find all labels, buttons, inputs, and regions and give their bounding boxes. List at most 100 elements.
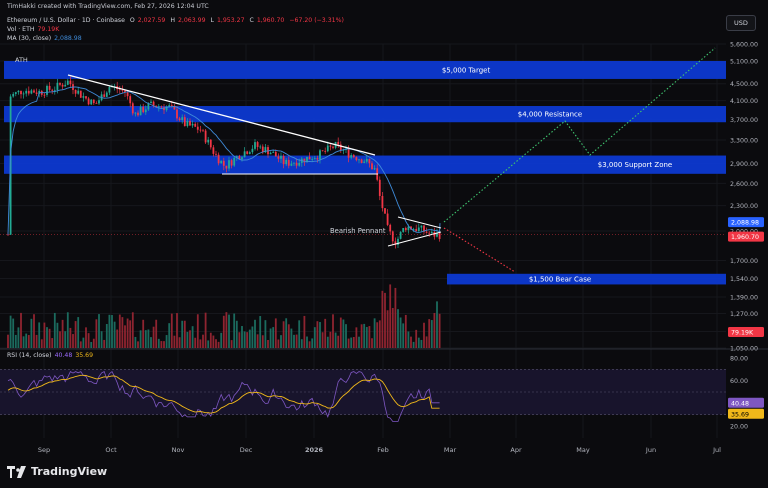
volume-bar [415,329,418,348]
candle-body [134,112,137,114]
volume-bar [287,324,290,348]
pennant-label: Bearish Pennant [330,227,386,235]
volume-bar [324,318,327,348]
price-badge [728,217,764,228]
candle-body [92,99,95,104]
candle-body [360,159,363,163]
rsi-ma-line [7,374,440,414]
candle-body [95,103,98,104]
volume-bar [350,337,353,348]
volume-bar [157,338,160,348]
volume-bar [38,322,41,348]
price-axis: 5,600.00 5,100.00 4,500.00 4,100.00 3,700.00… [728,42,764,431]
candle-body [157,106,160,108]
candle-body [316,158,319,160]
volume-bar [373,318,376,348]
zones [4,60,726,285]
candle-body [277,156,280,159]
candle-body [423,225,425,232]
volume-bar [204,312,207,348]
candle-body [176,109,178,119]
volume-bar [56,322,59,348]
candle-body [311,159,314,160]
candle-body [137,112,139,116]
volume-bar [342,319,345,348]
volume-bar [113,321,116,348]
volume-bar [111,315,113,348]
price-badge [728,231,764,242]
price-tick-label: 1,700.00 [730,258,758,265]
ma-row[interactable]: MA (30, close) 2,088.98 [7,35,82,42]
candle-body [285,159,288,165]
price-tick-label: 4,500.00 [730,81,758,88]
volume-bar [209,332,212,348]
zone-label: $3,000 Support Zone [598,161,672,169]
candle-body [142,106,145,113]
volume-bar [423,322,425,348]
volume-bar [363,323,366,348]
candle-body [165,106,168,111]
price-badge-label: 1,960.70 [731,234,759,241]
candle-body [53,89,56,91]
volume-bar [178,337,181,348]
candle-body [204,130,207,143]
volume-bar [7,334,9,348]
price-tick-label: 1,270.00 [730,311,758,318]
candle-body [217,154,220,164]
candle-body [274,151,277,157]
candle-body [251,148,254,153]
volume-bar [69,327,72,348]
candle-body [290,163,293,166]
volume-bar [339,317,342,348]
volume-bar [319,322,321,348]
rsi-legend[interactable]: RSI (14, close) 40.48 35.69 [7,352,94,359]
candle-body [355,157,358,161]
volume-bar [269,328,272,348]
candle-body [228,160,230,169]
tradingview-logo[interactable]: TradingView [7,465,107,478]
candle-body [12,93,15,97]
volume-bar [129,320,132,348]
candle-body [61,84,64,87]
time-tick-label: Mar [444,446,457,454]
price-tick-label: 1,540.00 [730,276,758,283]
close-value: 1,960.70 [256,17,285,24]
candle-body [428,232,431,234]
volume-bar [272,327,275,348]
candle-body [77,90,80,94]
zone-band [4,155,726,174]
price-tick-label: 2,300.00 [730,203,758,210]
volume-bar [90,341,93,348]
volume-bar [280,335,282,348]
volume-bar [48,328,51,348]
volume-bar [397,309,399,348]
volume-bar [358,336,360,348]
candle-body [79,90,82,98]
volume-bar [194,337,197,348]
volume-bar [347,338,350,348]
symbol-name[interactable]: Ethereum / U.S. Dollar · 1D · Coinbase [7,17,125,24]
candle-body [230,160,233,166]
candle-body [103,94,106,97]
candle-body [241,157,243,160]
tradingview-logo-icon [7,465,26,478]
price-tick-label: 5,100.00 [730,58,758,65]
candle-body [254,142,256,149]
volume-bar [241,326,243,348]
candle-body [381,195,384,209]
volume-bar [420,339,423,348]
currency-button[interactable]: USD [726,15,756,31]
candle-body [22,93,25,95]
volume-bar [243,331,246,348]
volume-row[interactable]: Vol · ETH 79.19K [7,26,60,33]
zone-band [447,273,726,285]
candle-body [243,151,246,158]
candle-body [25,90,28,94]
volume-bar [150,337,152,348]
volume-bar [82,337,85,348]
volume-bar [35,334,38,348]
volume-bar [79,341,82,348]
candle-body [98,100,100,104]
candle-body [124,90,126,93]
